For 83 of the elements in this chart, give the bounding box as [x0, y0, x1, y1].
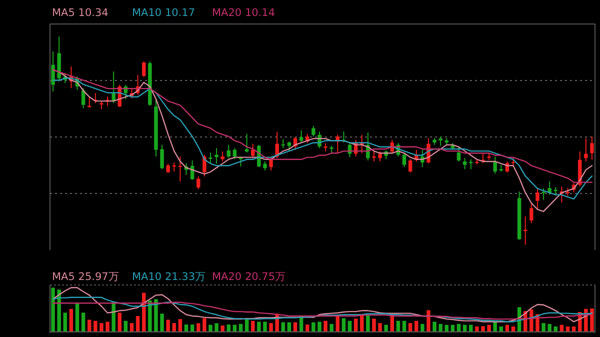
bar: [51, 288, 55, 332]
bar: [481, 326, 485, 332]
bar: [112, 302, 116, 332]
bar: [438, 324, 442, 332]
bar: [87, 320, 92, 332]
bar: [75, 304, 80, 332]
candlestick: [438, 136, 442, 146]
bar: [81, 312, 86, 332]
bar: [342, 318, 346, 332]
bar: [263, 322, 267, 332]
candlestick: [166, 163, 170, 174]
bar: [63, 312, 68, 332]
candlestick: [408, 158, 412, 174]
candlestick: [312, 125, 316, 137]
candlestick: [232, 148, 237, 160]
bar: [214, 323, 218, 332]
candlestick: [244, 133, 249, 154]
candlestick: [299, 130, 304, 144]
candlestick: [142, 60, 146, 78]
candlestick: [590, 136, 594, 160]
bar: [324, 320, 328, 332]
text: MA20 20.75万: [212, 271, 286, 283]
bar: [148, 300, 152, 332]
bar: [136, 316, 140, 332]
candlestick: [536, 188, 540, 210]
candlestick: [275, 132, 279, 159]
bar: [548, 324, 552, 332]
candlestick: [250, 143, 255, 159]
bar: [384, 324, 388, 332]
bar: [475, 326, 479, 332]
bar: [372, 318, 376, 332]
candlestick: [456, 146, 461, 162]
candlestick: [220, 150, 224, 162]
bar: [208, 324, 212, 332]
bar: [100, 323, 104, 332]
bar: [220, 325, 224, 332]
candlestick: [202, 154, 206, 177]
bar: [432, 322, 436, 332]
bar: [94, 320, 98, 332]
text: MA10 10.17: [132, 7, 195, 19]
candlestick: [208, 152, 212, 164]
candlestick: [287, 140, 292, 152]
bar: [487, 324, 491, 332]
bar: [106, 322, 110, 332]
candlestick: [226, 144, 231, 159]
candlestick: [530, 202, 534, 224]
candlestick: [269, 156, 273, 171]
bar: [257, 322, 261, 332]
bar: [330, 324, 334, 332]
bar: [118, 312, 122, 332]
text: MA10 21.33万: [132, 271, 206, 283]
bar: [590, 308, 594, 332]
bar: [354, 318, 358, 332]
bar: [166, 320, 170, 332]
candlestick: [214, 148, 218, 164]
candlestick: [493, 156, 497, 174]
candlestick: [548, 180, 552, 196]
bar: [202, 318, 206, 332]
bar: [530, 309, 534, 332]
series-label: MA5 25.97万: [52, 271, 120, 283]
candlestick: [160, 144, 164, 170]
bar: [542, 323, 546, 332]
bar: [420, 324, 424, 332]
text: MA20 10.14: [212, 7, 276, 19]
text: MA5 10.34: [52, 7, 109, 19]
bar: [57, 290, 61, 332]
bar: [154, 299, 158, 332]
bar: [69, 308, 74, 332]
bar: [426, 310, 430, 332]
candlestick: [402, 152, 406, 168]
candlestick: [51, 50, 55, 92]
bar: [318, 322, 322, 332]
candlestick: [462, 158, 467, 170]
bar: [196, 323, 200, 332]
candlestick: [196, 176, 200, 190]
bar: [178, 319, 182, 332]
bar: [378, 323, 382, 332]
bar: [312, 322, 316, 332]
candlestick: [378, 150, 382, 162]
bar: [366, 314, 370, 332]
bar: [269, 323, 273, 332]
bar: [160, 314, 164, 332]
candlestick: [584, 138, 588, 162]
